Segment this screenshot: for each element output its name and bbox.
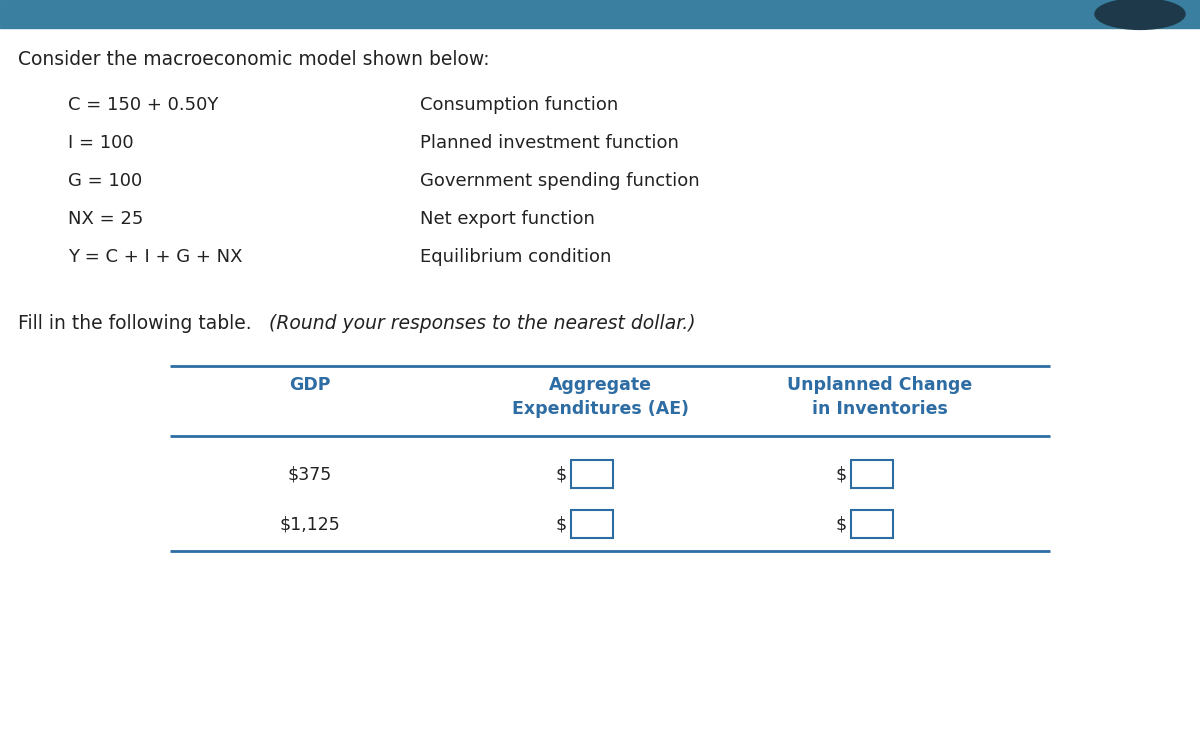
Text: (Round your responses to the nearest dollar.): (Round your responses to the nearest dol…: [263, 314, 696, 333]
Text: $375: $375: [288, 465, 332, 483]
Text: G = 100: G = 100: [68, 172, 143, 190]
Text: Consider the macroeconomic model shown below:: Consider the macroeconomic model shown b…: [18, 50, 490, 69]
Text: Y = C + I + G + NX: Y = C + I + G + NX: [68, 248, 242, 266]
Text: Planned investment function: Planned investment function: [420, 134, 679, 152]
Text: $: $: [556, 515, 568, 533]
Text: Equilibrium condition: Equilibrium condition: [420, 248, 611, 266]
Text: NX = 25: NX = 25: [68, 210, 143, 228]
FancyBboxPatch shape: [851, 460, 893, 488]
Ellipse shape: [1096, 0, 1186, 29]
Text: Unplanned Change
in Inventories: Unplanned Change in Inventories: [787, 376, 973, 418]
Text: Aggregate
Expenditures (AE): Aggregate Expenditures (AE): [511, 376, 689, 418]
Text: $: $: [556, 465, 568, 483]
Text: Fill in the following table.: Fill in the following table.: [18, 314, 252, 333]
Text: Consumption function: Consumption function: [420, 96, 618, 114]
Text: GDP: GDP: [289, 376, 331, 394]
FancyBboxPatch shape: [571, 510, 613, 538]
Text: Government spending function: Government spending function: [420, 172, 700, 190]
Text: I = 100: I = 100: [68, 134, 133, 152]
Text: $: $: [835, 465, 847, 483]
FancyBboxPatch shape: [851, 510, 893, 538]
Text: C = 150 + 0.50Y: C = 150 + 0.50Y: [68, 96, 218, 114]
Text: Net export function: Net export function: [420, 210, 595, 228]
FancyBboxPatch shape: [571, 460, 613, 488]
Bar: [0, 0, 1200, 28]
Text: $1,125: $1,125: [280, 515, 341, 533]
Text: $: $: [835, 515, 847, 533]
